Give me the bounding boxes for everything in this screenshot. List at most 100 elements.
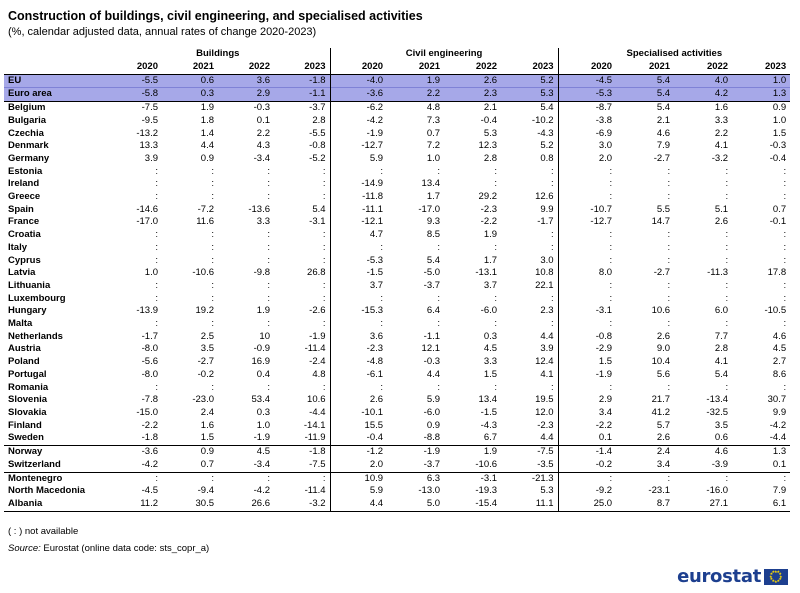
table-cell: -1.5	[329, 267, 388, 280]
table-row: Romania::::::::::::	[4, 381, 790, 395]
table-cell: 12.0	[535, 406, 554, 418]
table-cell: -1.9	[253, 432, 270, 444]
table-cell: 3.0	[557, 140, 617, 153]
table-cell: 1.3	[732, 445, 791, 459]
table-cell: :	[211, 165, 214, 177]
table-cell: :	[494, 241, 498, 253]
table-cell: -4.5	[557, 74, 617, 88]
table-row: Belgium -7.5 1.9 -0.3 -3.7 -6.2 4.8 2.1 5.4 -8.7 5…	[4, 101, 791, 115]
table-cell: 2.6	[444, 74, 502, 88]
table-cell: 2.0	[329, 458, 388, 472]
row-label: Malta	[8, 318, 33, 330]
table-cell: -5.0	[423, 267, 441, 279]
table-cell: 2.5	[200, 330, 214, 342]
table-cell: -0.3	[423, 356, 441, 368]
table-cell: -0.2	[557, 458, 617, 472]
table-cell: :	[783, 279, 787, 291]
table-cell: -0.4	[769, 152, 787, 164]
page-subtitle: (%, calendar adjusted data, annual rates…	[8, 26, 317, 38]
table-cell: 6.4	[426, 305, 441, 317]
table-cell: :	[322, 241, 326, 253]
table-row: Denmark 13.3 4.4 4.3 -0.8 -12.7 7.2 12.3 5.2 3.0 7…	[4, 140, 790, 153]
year-header-buildings-2021: 2021	[162, 61, 218, 75]
table-cell: 3.4	[557, 406, 617, 420]
table-cell: -2.9	[557, 343, 617, 357]
table-cell: :	[155, 279, 158, 291]
table-cell: -2.4	[309, 356, 326, 368]
table-cell: 4.4	[540, 432, 554, 444]
table-cell: -3.6	[329, 87, 388, 102]
table-cell: -6.2	[329, 101, 388, 115]
table-cell: 5.1	[714, 203, 729, 215]
table-row: Malta::::::::::::	[4, 318, 790, 331]
table-cell: -3.1	[444, 471, 502, 486]
flag-star-icon: ★	[769, 576, 774, 581]
table-cell: -1.9	[557, 368, 617, 382]
table-cell: -1.9	[309, 330, 326, 342]
table-cell: :	[437, 381, 441, 393]
table-cell: :	[155, 241, 158, 253]
table-cell: :	[267, 292, 270, 304]
table-cell: 4.5	[772, 343, 787, 355]
row-label: Germany	[8, 152, 50, 164]
table-cell: :	[550, 178, 554, 190]
table-row: Germany 3.9 0.9 -3.4 -5.2 5.9 1.0 2.8 0.8 2.0 -2.7…	[4, 152, 790, 166]
row-label: Denmark	[8, 140, 49, 152]
table-cell: 0.4	[256, 368, 270, 380]
table-cell: :	[783, 241, 787, 253]
table-cell: -21.3	[501, 471, 559, 486]
table-cell: :	[667, 292, 671, 304]
table-cell: -1.9	[329, 127, 388, 141]
group-header-buildings: Buildings	[196, 48, 240, 60]
table-cell: 17.8	[767, 267, 787, 279]
table-cell: 4.8	[312, 368, 326, 380]
row-label: Belgium	[4, 101, 106, 115]
row-label: Czechia	[8, 127, 44, 139]
table-cell: :	[155, 381, 158, 393]
table-cell: 1.5	[557, 356, 617, 369]
table-cell: 30.5	[162, 497, 218, 512]
table-cell: 4.2	[674, 87, 733, 102]
row-label: Luxembourg	[8, 292, 66, 304]
table-row: Albania 11.2 30.5 26.6 -3.2 4.4 5.0 -15.4 11.1 25…	[4, 497, 791, 512]
table-cell: 1.0	[732, 74, 791, 88]
table-cell: :	[725, 241, 729, 253]
table-cell: :	[155, 229, 158, 241]
table-cell: 5.5	[656, 203, 671, 215]
table-cell: 0.7	[772, 203, 787, 215]
group-header-civil-engineering: Civil engineering	[329, 48, 559, 61]
table-row: Portugal -8.0 -0.2 0.4 4.8 -6.1 4.4 1.5 4.1 -1.9 5…	[4, 368, 790, 382]
table-cell: :	[667, 241, 671, 253]
table-cell: 26.8	[307, 267, 326, 279]
table-cell: 1.0	[772, 114, 787, 126]
row-label: Latvia	[8, 267, 36, 279]
table-cell: -9.2	[557, 485, 617, 498]
table-cell: :	[667, 279, 671, 291]
row-label: Slovenia	[8, 394, 48, 406]
table-cell: :	[667, 254, 671, 266]
table-cell: 2.8	[714, 343, 729, 355]
table-cell: -12.7	[329, 140, 388, 153]
table-cell: 9.0	[656, 343, 671, 355]
row-label: EU	[4, 74, 106, 88]
table-cell: :	[494, 318, 498, 330]
table-cell: :	[557, 254, 617, 268]
year-header-civil-engineering-2023: 2023	[501, 61, 559, 75]
table-cell: -6.0	[480, 305, 498, 317]
table-cell: :	[557, 229, 617, 242]
flag-star-icon: ★	[776, 569, 781, 575]
flag-star-icon: ★	[769, 573, 773, 579]
eurostat-logo: eurostat ★ ★ ★ ★ ★ ★ ★ ★ ★ ★ ★ ★	[677, 566, 788, 587]
table-cell: 15.5	[329, 419, 388, 433]
table-cell: -13.4	[706, 394, 729, 406]
table-cell: -23.1	[648, 485, 671, 497]
table-cell: :	[550, 381, 554, 393]
table-cell: :	[783, 229, 787, 241]
table-cell: :	[667, 191, 671, 203]
table-cell: :	[725, 318, 729, 330]
table-cell: 0.9	[200, 152, 214, 164]
table-cell: 3.6	[218, 74, 274, 88]
table-cell: 1.6	[674, 101, 733, 115]
table-cell: :	[267, 318, 270, 330]
table-cell: -2.2	[480, 216, 498, 228]
